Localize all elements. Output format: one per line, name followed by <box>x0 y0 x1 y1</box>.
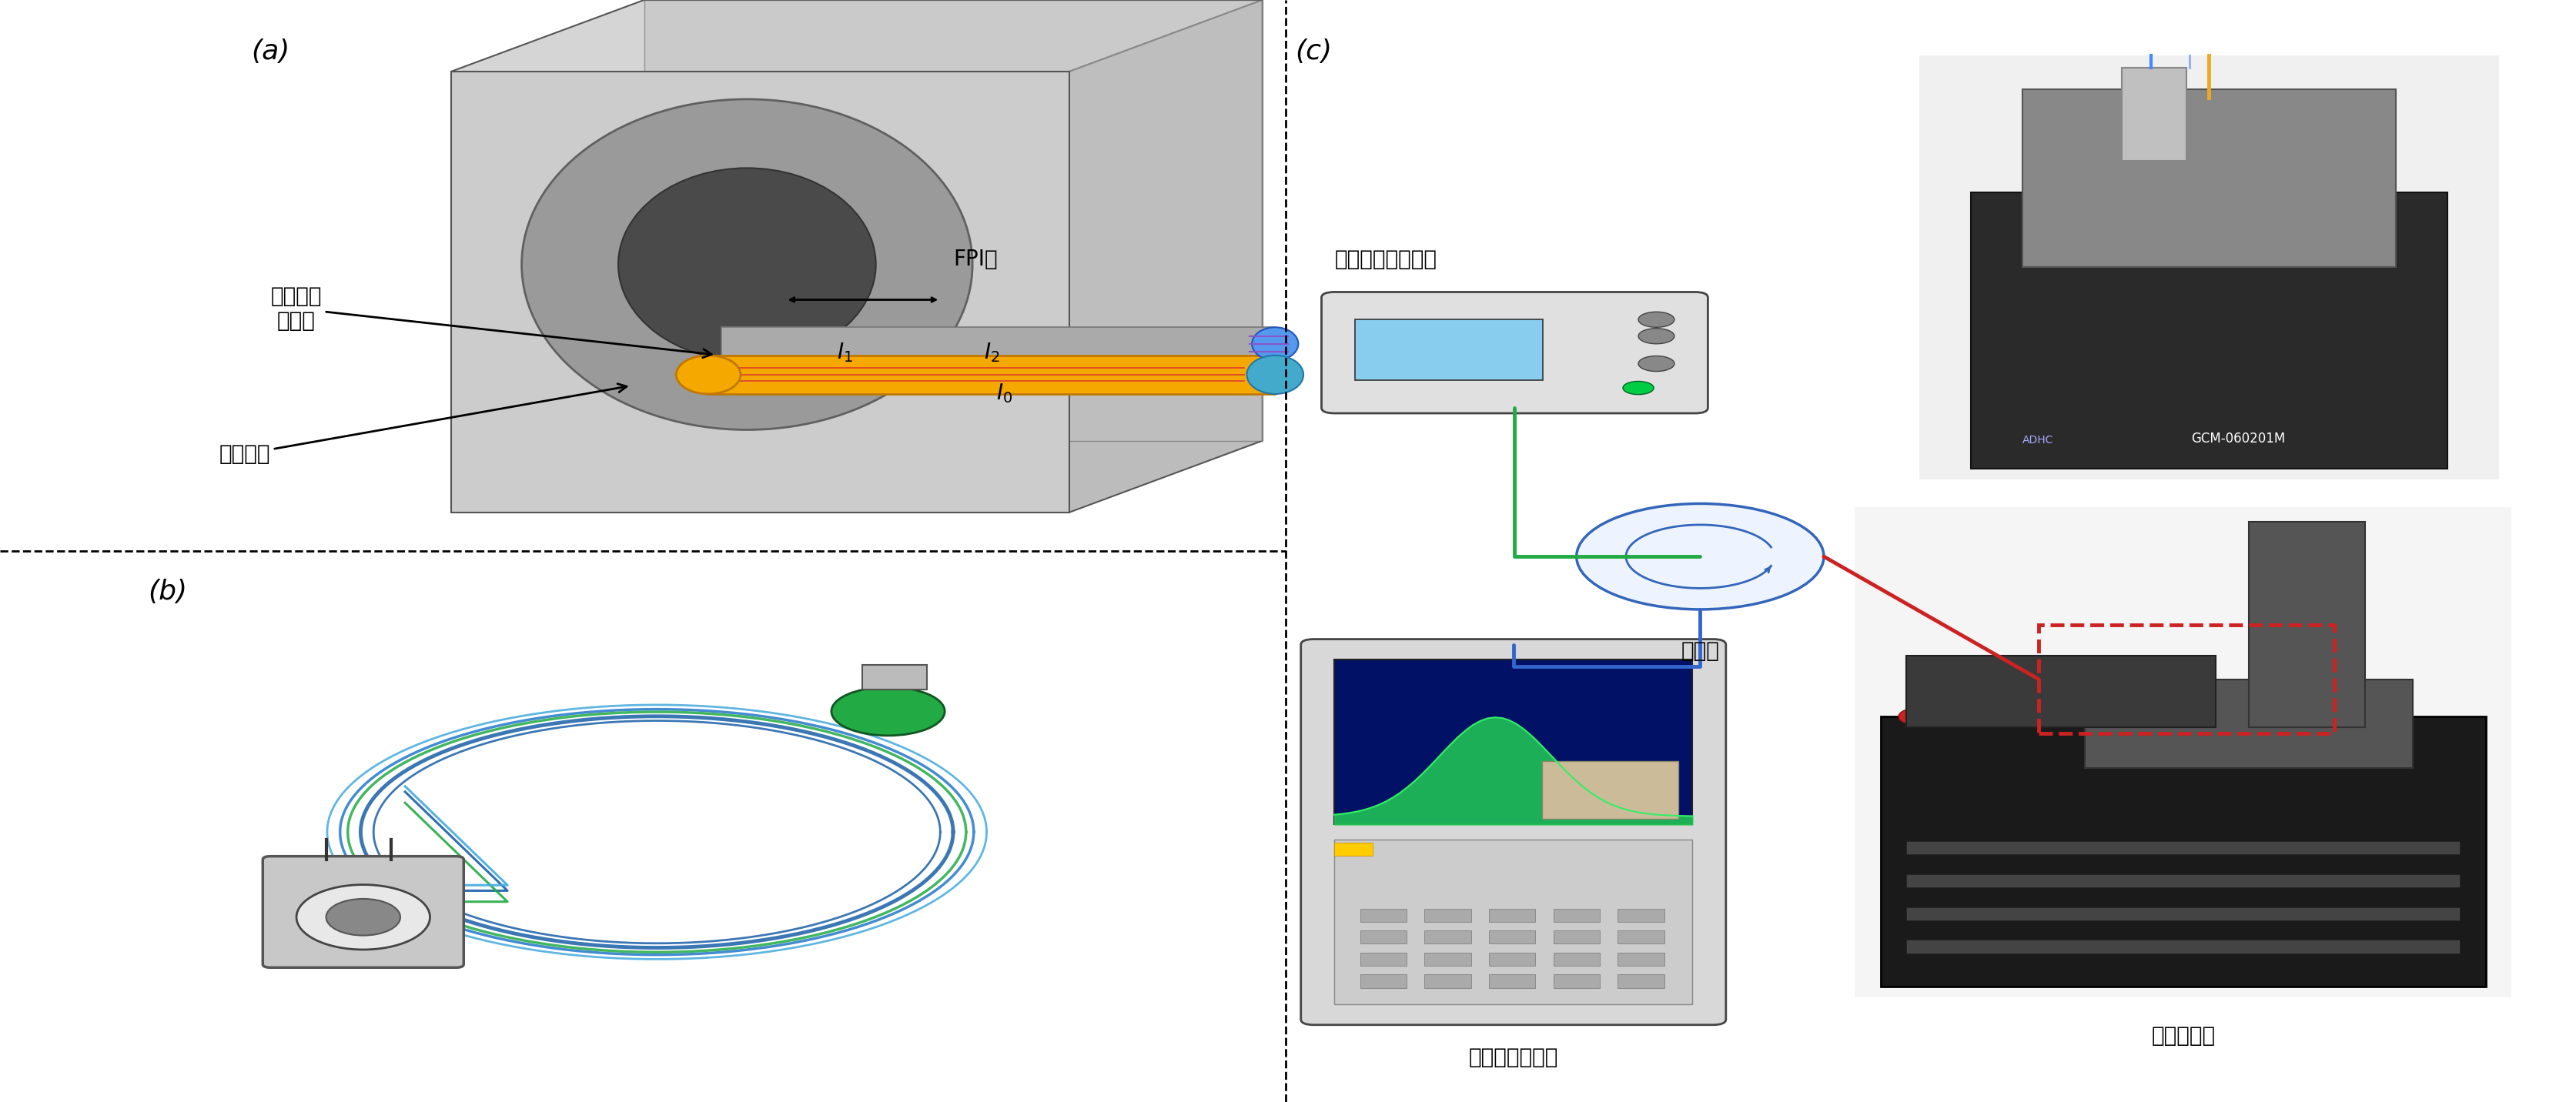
Text: 放大自发辐射光源: 放大自发辐射光源 <box>1334 248 1437 270</box>
Text: ADHC: ADHC <box>2022 434 2053 445</box>
Bar <box>863 665 927 690</box>
Circle shape <box>1577 504 1824 609</box>
Bar <box>1906 874 2460 887</box>
Text: (c): (c) <box>1296 39 1332 65</box>
Text: $I_2$: $I_2$ <box>984 342 999 364</box>
Bar <box>2038 625 2334 733</box>
Bar <box>1334 843 1373 856</box>
Bar <box>1553 930 1600 943</box>
Circle shape <box>1638 356 1674 371</box>
Ellipse shape <box>618 168 876 360</box>
Bar <box>1553 974 1600 987</box>
Text: (b): (b) <box>147 579 188 605</box>
Ellipse shape <box>327 899 399 936</box>
Bar <box>1618 952 1664 965</box>
Polygon shape <box>451 0 1262 72</box>
Ellipse shape <box>520 99 971 430</box>
Bar <box>1553 908 1600 921</box>
Ellipse shape <box>675 355 739 395</box>
Bar <box>1425 974 1471 987</box>
Bar <box>1489 908 1535 921</box>
Circle shape <box>1976 707 2017 725</box>
Bar <box>1425 952 1471 965</box>
Bar <box>1360 952 1406 965</box>
Polygon shape <box>1069 0 1262 512</box>
Bar <box>1543 761 1677 819</box>
Text: 高分辨率光谱仪: 高分辨率光谱仪 <box>1468 1047 1558 1069</box>
Text: $I_1$: $I_1$ <box>837 342 853 364</box>
Bar <box>2249 521 2365 727</box>
Bar <box>1906 656 2215 727</box>
Text: 环形器: 环形器 <box>1682 640 1718 662</box>
Bar <box>1919 55 2499 479</box>
Bar <box>1906 907 2460 920</box>
Bar <box>1855 507 2512 997</box>
Text: 光纤端面: 光纤端面 <box>219 383 626 465</box>
Bar <box>1618 908 1664 921</box>
Bar <box>1360 908 1406 921</box>
Text: 微位移平台: 微位移平台 <box>2151 1025 2215 1047</box>
Bar <box>2084 680 2414 768</box>
Text: GCM-060201M: GCM-060201M <box>2190 432 2285 445</box>
Circle shape <box>1638 312 1674 327</box>
Bar <box>1553 952 1600 965</box>
Bar <box>1618 930 1664 943</box>
Bar <box>1360 974 1406 987</box>
Polygon shape <box>451 72 1069 512</box>
Bar <box>1360 930 1406 943</box>
Ellipse shape <box>1247 355 1303 395</box>
Bar <box>1355 320 1543 380</box>
Bar <box>1334 660 1692 824</box>
Bar <box>1906 940 2460 953</box>
Bar <box>1906 841 2460 854</box>
Bar <box>1880 716 2486 986</box>
Bar <box>1489 952 1535 965</box>
Bar <box>2123 68 2187 161</box>
Bar <box>1334 840 1692 1004</box>
Circle shape <box>832 688 945 736</box>
FancyBboxPatch shape <box>263 856 464 968</box>
Bar <box>2022 89 2396 267</box>
Circle shape <box>1623 381 1654 395</box>
Bar <box>1489 930 1535 943</box>
Polygon shape <box>644 0 1262 441</box>
Ellipse shape <box>1252 327 1298 360</box>
Bar <box>1425 930 1471 943</box>
Text: FPI腔: FPI腔 <box>953 248 997 270</box>
Bar <box>1489 974 1535 987</box>
Circle shape <box>1899 707 1940 725</box>
Polygon shape <box>721 327 1275 360</box>
Circle shape <box>1638 328 1674 344</box>
Polygon shape <box>708 355 1275 393</box>
Bar <box>1425 908 1471 921</box>
Text: 振膜翼片
下表面: 振膜翼片 下表面 <box>270 285 711 358</box>
Ellipse shape <box>296 885 430 950</box>
Text: (a): (a) <box>250 39 291 65</box>
FancyBboxPatch shape <box>1301 639 1726 1025</box>
FancyBboxPatch shape <box>1321 292 1708 413</box>
Bar <box>1618 974 1664 987</box>
Text: $I_0$: $I_0$ <box>997 382 1012 404</box>
Bar <box>1971 193 2447 468</box>
